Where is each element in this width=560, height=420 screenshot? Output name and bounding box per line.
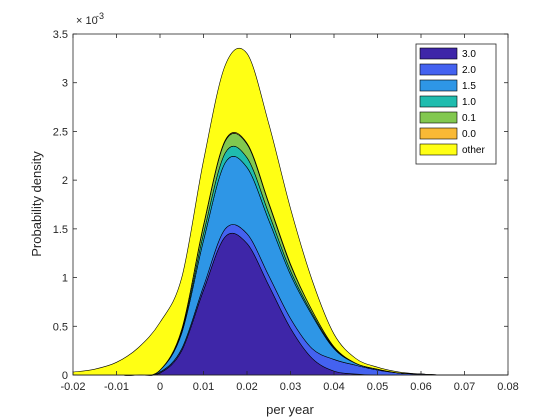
legend-label-other: other: [462, 145, 485, 156]
legend-label-0.1: 0.1: [462, 113, 476, 124]
y-tick-label: 1: [62, 273, 68, 285]
y-tick-label: 0: [62, 370, 68, 382]
x-tick-label: -0.01: [104, 381, 129, 393]
legend-swatch-0.0: [419, 127, 458, 140]
legend-label-3.0: 3.0: [462, 49, 476, 60]
x-tick-label: 0.03: [280, 381, 301, 393]
x-tick-label: -0.02: [60, 381, 85, 393]
x-tick-label: 0.07: [454, 381, 475, 393]
legend-label-1.5: 1.5: [462, 81, 476, 92]
y-tick-label: 0.5: [53, 321, 68, 333]
y-axis: 0 0.5 1 1.5 2 2.5 3 3.5: [53, 29, 508, 382]
x-tick-label: 0.08: [497, 381, 518, 393]
y-tick-label: 2.5: [53, 126, 68, 138]
y-exponent-base: × 10: [76, 15, 98, 27]
y-tick-label: 2: [62, 175, 68, 187]
x-tick-label: 0.05: [367, 381, 388, 393]
x-tick-label: 0.02: [236, 381, 257, 393]
x-tick-label: 0.06: [410, 381, 431, 393]
legend-label-0.0: 0.0: [462, 129, 476, 140]
y-axis-label: Probability density: [29, 151, 44, 257]
legend-swatch-2.0: [419, 63, 458, 76]
legend-label-2.0: 2.0: [462, 65, 476, 76]
y-tick-label: 3: [62, 78, 68, 90]
y-exponent-power: -3: [96, 11, 104, 21]
legend-label-1.0: 1.0: [462, 97, 476, 108]
x-tick-label: 0: [157, 381, 163, 393]
y-exponent-label: × 10 -3: [76, 11, 104, 27]
x-tick-label: 0.01: [193, 381, 214, 393]
x-tick-label: 0.04: [323, 381, 344, 393]
x-axis-label: per year: [266, 402, 314, 417]
legend-swatch-1.0: [419, 95, 458, 108]
y-tick-label: 1.5: [53, 224, 68, 236]
y-tick-label: 3.5: [53, 29, 68, 41]
x-axis: -0.02 -0.01 0 0.01 0.02 0.03 0.04 0.05 0.06 0.07 0…: [60, 34, 519, 393]
legend-swatch-other: [419, 143, 458, 156]
legend-swatch-1.5: [419, 79, 458, 92]
legend-swatch-0.1: [419, 111, 458, 124]
legend: 3.0 2.0 1.5 1.0 0.1 0.0 other: [415, 43, 497, 165]
legend-swatch-3.0: [419, 47, 458, 60]
